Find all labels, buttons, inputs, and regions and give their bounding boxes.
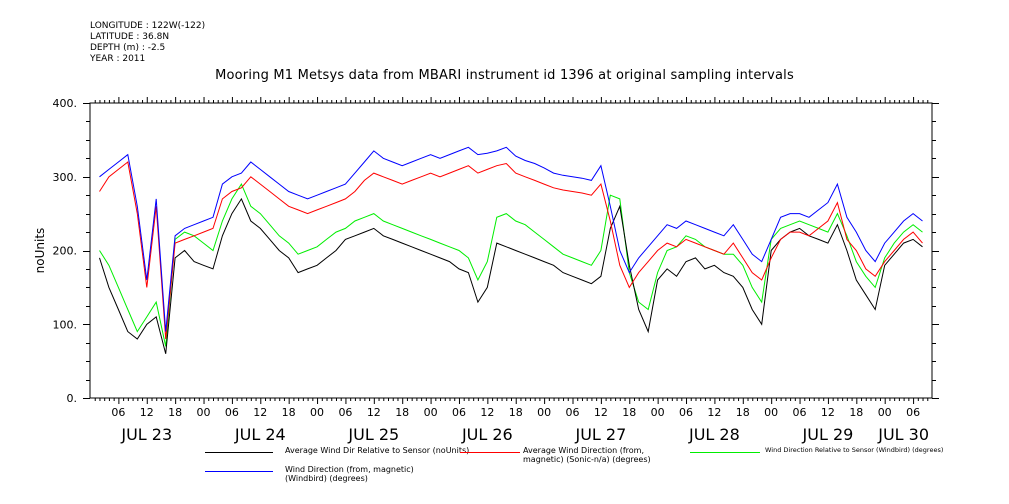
series-line-1 bbox=[99, 161, 923, 340]
legend-swatch bbox=[690, 452, 760, 453]
x-hour-tick-label: 00 bbox=[424, 406, 438, 419]
x-hour-tick-label: 18 bbox=[509, 406, 523, 419]
longitude-label: LONGITUDE : 122W(-122) bbox=[90, 21, 206, 31]
x-hour-tick-label: 12 bbox=[140, 406, 154, 419]
x-hour-tick-label: 06 bbox=[225, 406, 239, 419]
x-hour-tick-label: 06 bbox=[452, 406, 466, 419]
x-hour-tick-label: 00 bbox=[878, 406, 892, 419]
x-hour-tick-label: 00 bbox=[537, 406, 551, 419]
depth-label: DEPTH (m) : -2.5 bbox=[90, 43, 166, 53]
legend-label: Average Wind Direction (from, magnetic) … bbox=[523, 446, 651, 464]
legend-label: Wind Direction Relative to Sensor (Windb… bbox=[765, 446, 944, 454]
x-hour-tick-label: 00 bbox=[197, 406, 211, 419]
metadata-block: LONGITUDE : 122W(-122) LATITUDE : 36.8N … bbox=[90, 21, 205, 65]
x-hour-tick-label: 06 bbox=[906, 406, 920, 419]
x-day-label: JUL 24 bbox=[234, 425, 286, 444]
legend-swatch bbox=[205, 471, 273, 472]
x-hour-tick-label: 12 bbox=[594, 406, 608, 419]
x-hour-tick-label: 12 bbox=[367, 406, 381, 419]
x-hour-tick-label: 18 bbox=[736, 406, 750, 419]
x-hour-tick-label: 00 bbox=[310, 406, 324, 419]
x-hour-tick-label: 06 bbox=[565, 406, 579, 419]
x-hour-tick-label: 06 bbox=[338, 406, 352, 419]
x-hour-tick-label: 00 bbox=[764, 406, 778, 419]
x-hour-tick-label: 18 bbox=[622, 406, 636, 419]
x-hour-tick-label: 06 bbox=[679, 406, 693, 419]
legend-swatch bbox=[205, 452, 273, 453]
legend-label: Wind Direction (from, magnetic) (Windbir… bbox=[285, 465, 414, 483]
y-tick-label: 200. bbox=[53, 245, 78, 258]
x-hour-tick-label: 00 bbox=[651, 406, 665, 419]
series-line-2 bbox=[99, 183, 923, 347]
x-day-label: JUL 23 bbox=[120, 425, 172, 444]
x-hour-tick-label: 18 bbox=[395, 406, 409, 419]
y-axis-label: noUnits bbox=[33, 228, 47, 274]
series-line-0 bbox=[99, 197, 923, 354]
series-line-3 bbox=[99, 146, 923, 332]
chart-title: Mooring M1 Metsys data from MBARI instru… bbox=[215, 68, 794, 83]
plot-frame bbox=[89, 102, 933, 399]
legend-label: Average Wind Dir Relative to Sensor (noU… bbox=[285, 446, 470, 455]
x-day-label: JUL 27 bbox=[574, 425, 626, 444]
x-day-label: JUL 25 bbox=[347, 425, 399, 444]
x-hour-tick-label: 12 bbox=[821, 406, 835, 419]
x-hour-tick-label: 06 bbox=[111, 406, 125, 419]
x-hour-tick-label: 18 bbox=[168, 406, 182, 419]
x-day-label: JUL 28 bbox=[688, 425, 740, 444]
x-day-label: JUL 26 bbox=[461, 425, 513, 444]
year-label: YEAR : 2011 bbox=[90, 54, 146, 64]
x-hour-tick-label: 18 bbox=[849, 406, 863, 419]
x-hour-tick-label: 12 bbox=[253, 406, 267, 419]
x-day-label: JUL 29 bbox=[802, 425, 854, 444]
latitude-label: LATITUDE : 36.8N bbox=[90, 32, 170, 42]
y-tick-label: 100. bbox=[53, 318, 78, 331]
x-hour-tick-label: 12 bbox=[480, 406, 494, 419]
legend-swatch bbox=[460, 452, 520, 453]
y-tick-label: 300. bbox=[53, 171, 78, 184]
x-hour-tick-label: 12 bbox=[707, 406, 721, 419]
x-hour-tick-label: 18 bbox=[282, 406, 296, 419]
y-tick-label: 400. bbox=[53, 97, 78, 110]
x-hour-tick-label: 06 bbox=[793, 406, 807, 419]
y-tick-label: 0. bbox=[67, 392, 78, 405]
x-day-label: JUL 30 bbox=[877, 425, 929, 444]
